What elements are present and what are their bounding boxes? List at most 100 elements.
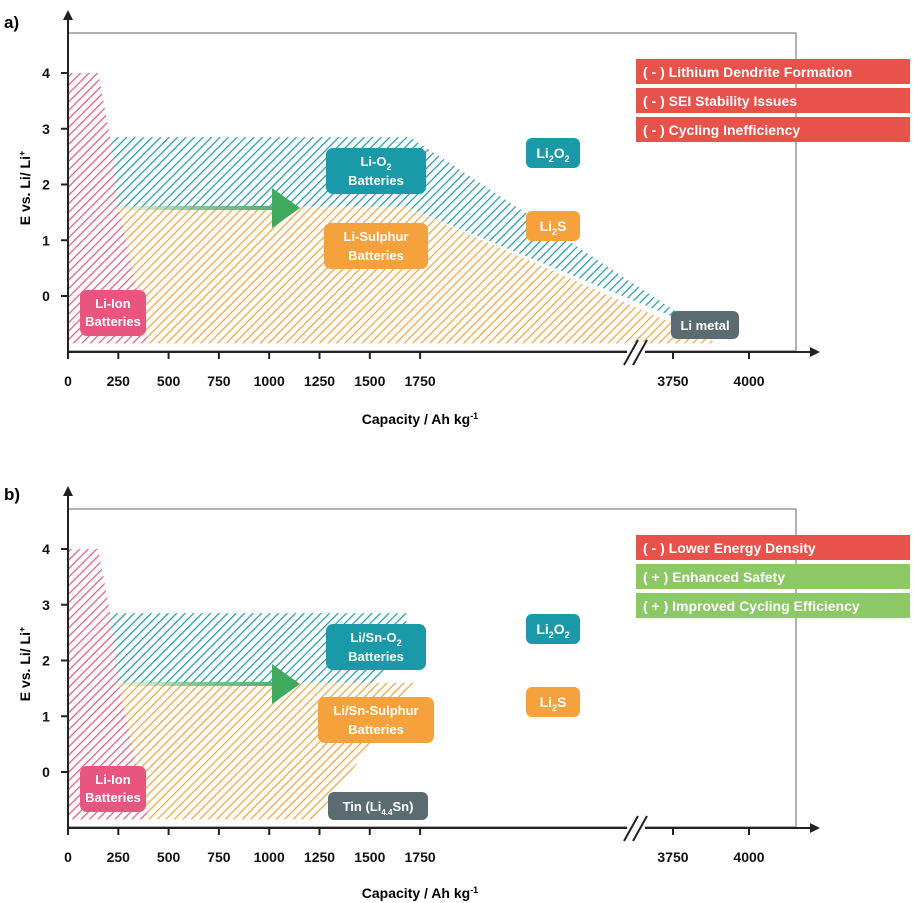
- x-tick-label: 1500: [354, 373, 385, 389]
- li2s-label: Li2S: [526, 211, 580, 241]
- region-li-ion-batteries: [68, 73, 149, 344]
- region-li-o2-batteries: [110, 137, 704, 330]
- y-tick-label: 2: [42, 653, 50, 669]
- panel-a-x-label: Capacity / Ah kg-1: [362, 411, 478, 427]
- panel-b-y-ticks: 4 3 2 1 0: [42, 541, 68, 780]
- svg-text:Li/Sn-O2: Li/Sn-O2: [350, 630, 401, 648]
- x-tick-label: 0: [64, 849, 72, 865]
- legend-item-text: ( + ) Enhanced Safety: [643, 569, 785, 585]
- panel-b-x-ticks: 0 250 500 750 1000 1250 1500 1750 3750 4000: [64, 828, 765, 865]
- li-ion-label-b: Li-Ion Batteries: [80, 766, 146, 812]
- svg-text:Batteries: Batteries: [348, 722, 404, 737]
- x-tick-label: 1750: [405, 373, 436, 389]
- svg-text:Batteries: Batteries: [348, 248, 404, 263]
- panel-a-legend: ( - ) Lithium Dendrite Formation ( - ) SE…: [636, 59, 910, 142]
- legend-item-text: ( - ) SEI Stability Issues: [643, 93, 797, 109]
- y-tick-label: 0: [42, 288, 50, 304]
- panel-a-axis-break-gap: [627, 342, 645, 362]
- panel-b-chart: b) 0 250 500 750 1000 1250 1500 1750 3750 4000 4 3…: [4, 485, 910, 901]
- x-tick-label: 250: [107, 373, 131, 389]
- legend-item-box: [636, 117, 910, 142]
- svg-text:Li2O2: Li2O2: [536, 145, 569, 164]
- svg-text:Li2O2: Li2O2: [536, 621, 569, 640]
- svg-text:Tin (Li4.4Sn): Tin (Li4.4Sn): [343, 799, 414, 817]
- x-tick-label: 1000: [254, 849, 285, 865]
- panel-a-regions: [68, 73, 719, 344]
- legend-item-text: ( - ) Cycling Inefficiency: [643, 122, 800, 138]
- panel-b-axis-break-gap: [627, 818, 645, 838]
- y-tick-label: 1: [42, 708, 50, 724]
- svg-text:Li2S: Li2S: [540, 218, 567, 237]
- svg-text:Batteries: Batteries: [348, 173, 404, 188]
- legend-item-box: [636, 59, 910, 84]
- region-li-ion-batteries: [68, 549, 149, 820]
- y-tick-label: 3: [42, 121, 50, 137]
- x-tick-label: 250: [107, 849, 131, 865]
- panel-a-axis-break-right: [632, 339, 648, 366]
- x-tick-label: 1750: [405, 849, 436, 865]
- region-li-sulphur-batteries: [118, 206, 719, 344]
- legend-item-box: [636, 564, 910, 589]
- x-tick-label: 1000: [254, 373, 285, 389]
- panel-a-y-ticks: 4 3 2 1 0: [42, 65, 68, 304]
- svg-text:Li-O2: Li-O2: [360, 154, 391, 172]
- x-tick-label: 4000: [733, 849, 764, 865]
- svg-text:Li/Sn-Sulphur: Li/Sn-Sulphur: [333, 703, 418, 718]
- panel-a-progress-arrow: [110, 196, 300, 220]
- legend-item-text: ( - ) Lithium Dendrite Formation: [643, 64, 852, 80]
- legend-item-box: [636, 593, 910, 618]
- panel-b-arrow-head: [272, 664, 300, 704]
- svg-text:Batteries: Batteries: [348, 649, 404, 664]
- li-sn-sulphur-label: Li/Sn-Sulphur Batteries: [318, 697, 434, 743]
- svg-text:Batteries: Batteries: [85, 790, 141, 805]
- x-tick-label: 3750: [657, 849, 688, 865]
- panel-b-progress-arrow: [110, 672, 300, 696]
- li2o2-label-b: Li2O2: [526, 614, 580, 644]
- panel-a-letter: a): [4, 13, 19, 32]
- panel-b-legend: ( - ) Lower Energy Density ( + ) Enhanced…: [636, 535, 910, 618]
- y-tick-label: 2: [42, 177, 50, 193]
- y-tick-label: 4: [42, 541, 50, 557]
- x-tick-label: 0: [64, 373, 72, 389]
- svg-text:Li2S: Li2S: [540, 694, 567, 713]
- x-tick-label: 750: [207, 373, 231, 389]
- svg-text:Batteries: Batteries: [85, 314, 141, 329]
- legend-item-box: [636, 88, 910, 113]
- panel-a-chart: a) 0 250 500 750 1000 1250 1500 1750 3750 4000 4 3…: [4, 10, 910, 427]
- svg-text:Li-Ion: Li-Ion: [95, 296, 130, 311]
- panel-b-y-label: E vs. Li/ Li+: [17, 627, 33, 702]
- panel-a-axis-break-left: [623, 339, 639, 366]
- x-tick-label: 1250: [304, 849, 335, 865]
- y-tick-label: 1: [42, 232, 50, 248]
- panel-b-letter: b): [4, 485, 20, 504]
- li-metal-label: Li metal: [671, 311, 739, 339]
- x-tick-label: 750: [207, 849, 231, 865]
- svg-text:Li metal: Li metal: [680, 318, 729, 333]
- x-tick-label: 1250: [304, 373, 335, 389]
- li2o2-label: Li2O2: [526, 138, 580, 168]
- x-tick-label: 4000: [733, 373, 764, 389]
- panel-b-axis-break-left: [623, 815, 639, 842]
- li-sn-o2-label: Li/Sn-O2 Batteries: [326, 624, 426, 670]
- svg-text:Li-Ion: Li-Ion: [95, 772, 130, 787]
- x-tick-label: 1500: [354, 849, 385, 865]
- li-sulphur-label: Li-Sulphur Batteries: [324, 223, 428, 269]
- x-tick-label: 500: [157, 373, 181, 389]
- panel-a-y-label: E vs. Li/ Li+: [17, 151, 33, 226]
- li2s-label-b: Li2S: [526, 687, 580, 717]
- legend-item-text: ( + ) Improved Cycling Efficiency: [643, 598, 860, 614]
- panel-b-x-label: Capacity / Ah kg-1: [362, 885, 478, 901]
- panel-a-x-ticks: 0 250 500 750 1000 1250 1500 1750 3750 4000: [64, 352, 765, 389]
- panel-a-arrow-head: [272, 188, 300, 228]
- y-tick-label: 4: [42, 65, 50, 81]
- svg-text:Li-Sulphur: Li-Sulphur: [344, 229, 409, 244]
- li-ion-label: Li-Ion Batteries: [80, 290, 146, 336]
- x-tick-label: 3750: [657, 373, 688, 389]
- y-tick-label: 0: [42, 764, 50, 780]
- panel-b-axis-break-right: [632, 815, 648, 842]
- legend-item-text: ( - ) Lower Energy Density: [643, 540, 816, 556]
- y-tick-label: 3: [42, 597, 50, 613]
- tin-label: Tin (Li4.4Sn): [328, 792, 428, 820]
- li-o2-label: Li-O2 Batteries: [326, 148, 426, 194]
